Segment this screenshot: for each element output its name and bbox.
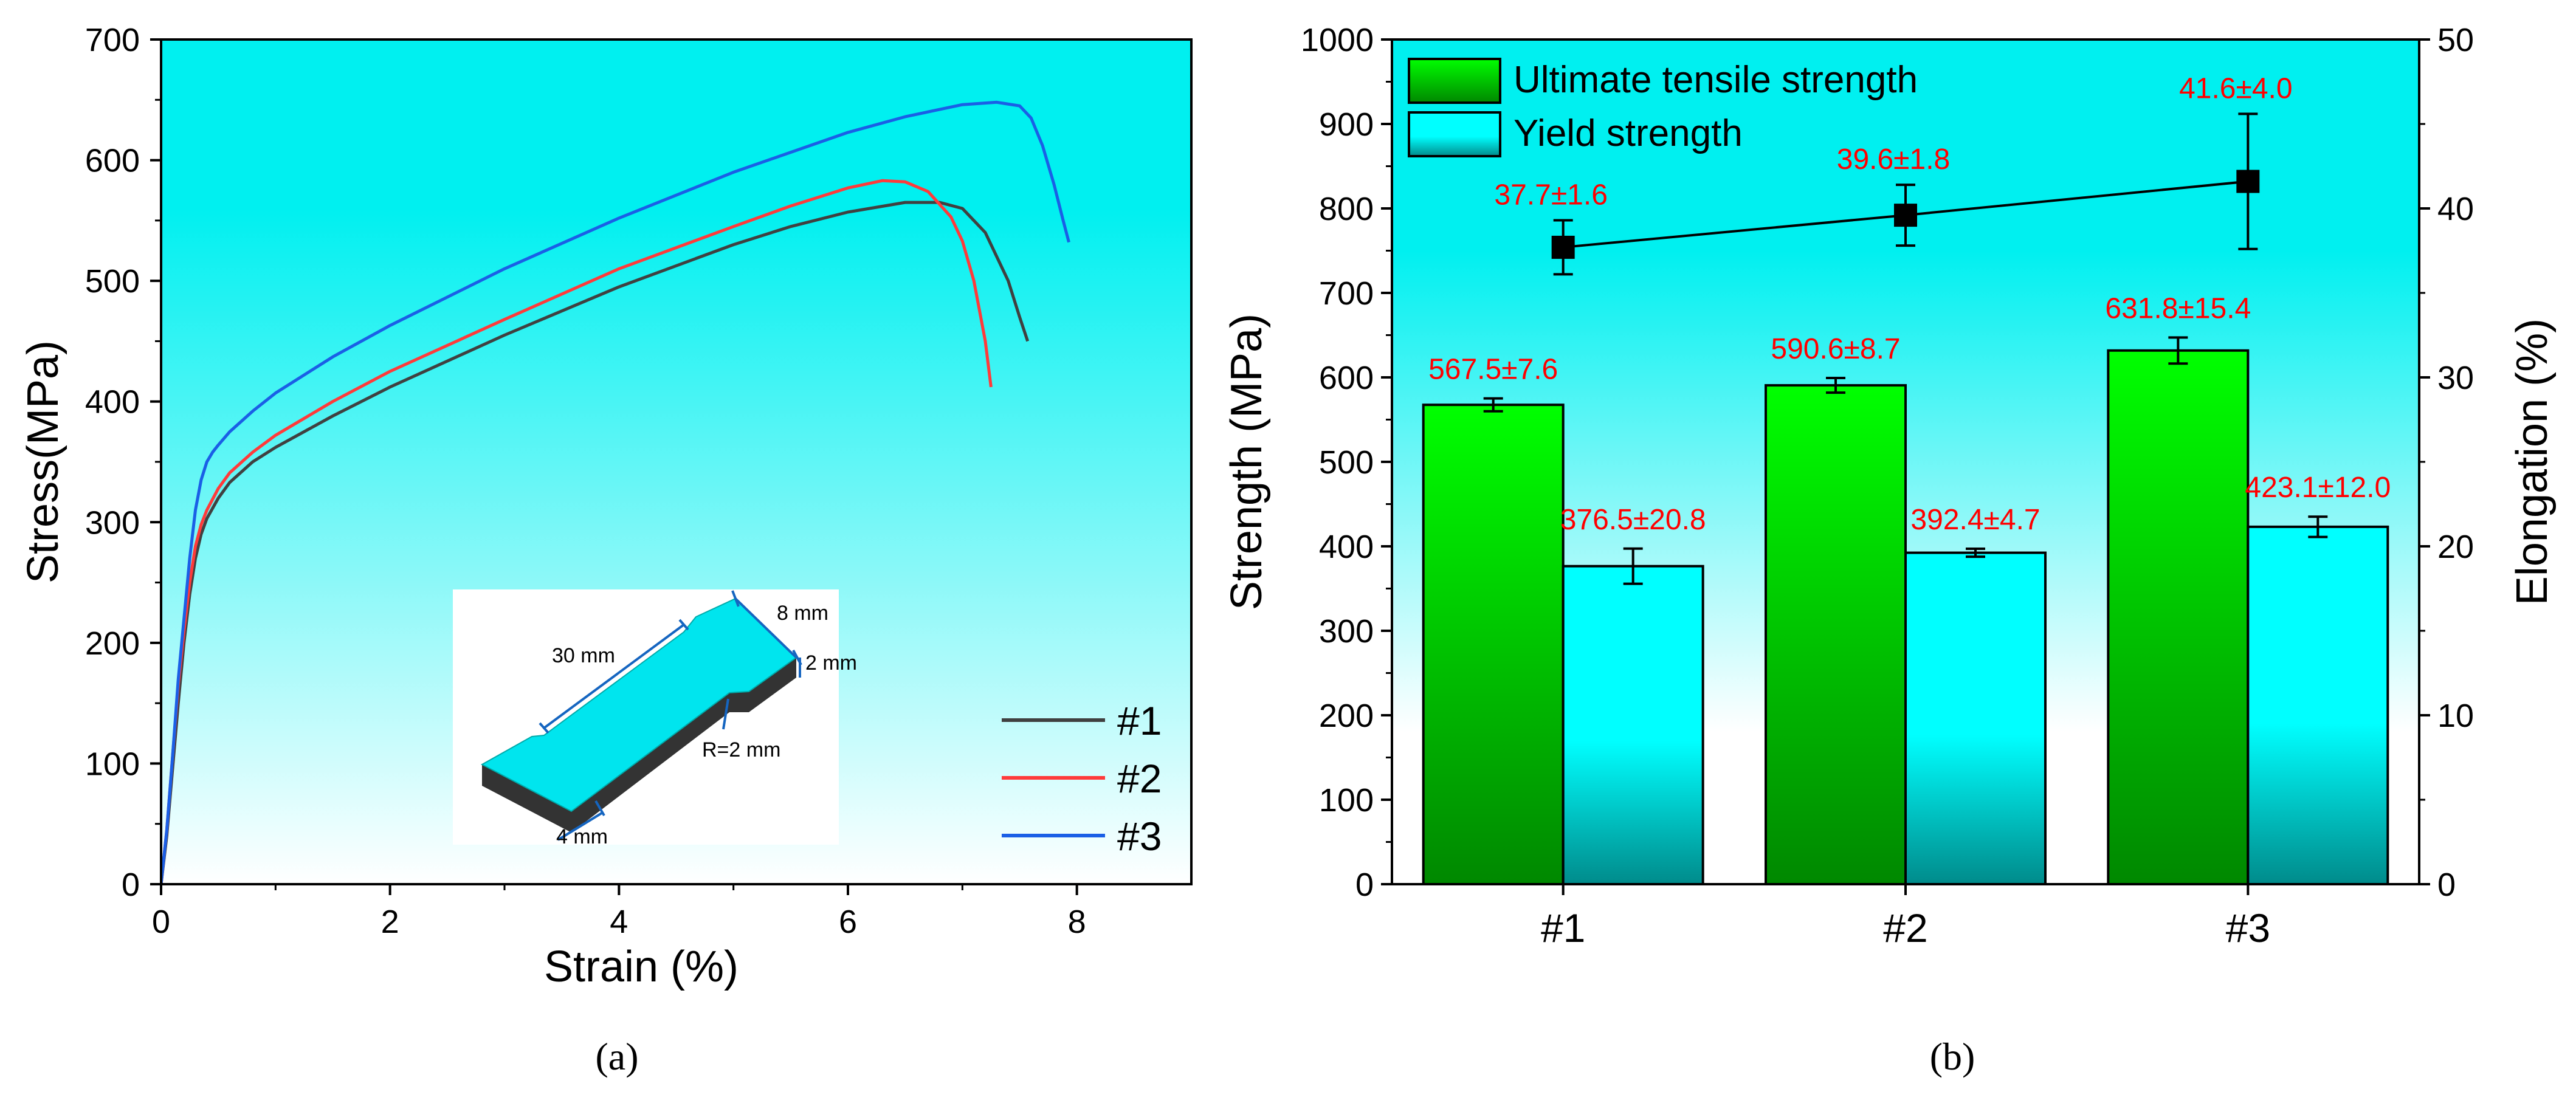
x-tick-label-a: 2 [381,904,399,940]
category-label-1: #1 [1541,905,1585,950]
legend-b-label-2: Yield strength [1514,112,1743,154]
y2-tick-label-b: 50 [2437,22,2474,58]
category-label-2: #2 [1883,905,1927,950]
panel-label-b: (b) [1930,1035,1975,1078]
elongation-value-label-2: 39.6±1.8 [1837,143,1951,176]
y-tick-label-a: 600 [85,143,140,179]
legend-a-label-3: #3 [1117,814,1162,859]
x-axis-label-a: Strain (%) [544,943,739,991]
y-axis-label-b: Strength (MPa) [1222,314,1271,610]
inset-label-shoulder: 4 mm [556,825,608,848]
category-label-3: #3 [2226,905,2270,950]
plot-b-frame [1391,38,2420,885]
y-tick-label-b: 800 [1319,191,1374,227]
elongation-point-3 [2236,170,2260,193]
y-tick-label-b: 700 [1319,275,1374,312]
y-tick-label-b: 1000 [1301,22,1374,58]
specimen-side-face-right [571,658,796,833]
ys-value-label-2: 392.4±4.7 [1910,504,2040,536]
y-tick-label-a: 100 [85,746,140,782]
y2-tick-label-b: 20 [2437,529,2474,565]
y-tick-label-a: 300 [85,504,140,541]
uts-bar-2 [1765,384,1907,885]
legend-b-swatch-1 [1408,58,1501,104]
inset-label-width: 8 mm [777,602,828,625]
legend-b-label-1: Ultimate tensile strength [1514,59,1918,101]
ys-value-label-3: 423.1±12.0 [2245,472,2391,504]
bar-value-labels: 567.5±7.6 590.6±8.7 631.8±15.4 376.5±20.8 39… [1428,72,2391,536]
y-axis-label-a: Stress(MPa) [19,340,67,583]
elongation-value-label-3: 41.6±4.0 [2179,72,2293,105]
inset-label-thickness: 2 mm [805,651,857,675]
strength-bars [1422,336,2389,885]
y-tick-label-a: 200 [85,625,140,662]
elongation-point-1 [1551,235,1575,259]
legend-a: #1 #2 #3 [1002,698,1162,859]
y2-tick-label-b: 30 [2437,360,2474,396]
inset-label-length: 30 mm [552,644,615,667]
x-tick-label-a: 0 [152,904,170,940]
y2-tick-label-b: 0 [2437,867,2456,903]
curve-series-3 [161,100,1070,884]
x-tick-label-a: 6 [839,904,857,940]
ys-bar-2 [1904,551,2047,885]
y-tick-label-b: 200 [1319,698,1374,734]
uts-bar-3 [2107,349,2250,885]
y2-tick-label-b: 40 [2437,191,2474,227]
x-tick-label-a: 8 [1068,904,1086,940]
y2-tick-label-b: 10 [2437,698,2474,734]
panel-label-a: (a) [595,1035,638,1078]
specimen-inset: 8 mm 30 mm 2 mm R=2 mm 4 mm [453,589,857,848]
y-tick-label-a: 700 [85,22,140,58]
legend-b-swatch-2 [1408,111,1501,157]
dimension-lines [539,590,802,841]
uts-bar-1 [1422,404,1565,885]
strength-bar-chart: 567.5±7.6 590.6±8.7 631.8±15.4 376.5±20.8 39… [1222,22,2557,1078]
axes-a: 0 2 4 6 8 0 100 200 300 400 500 600 700 [85,22,1086,940]
ys-bar-1 [1562,565,1704,885]
elongation-value-label-1: 37.7±1.6 [1494,179,1608,211]
elongation-series [1551,112,2260,276]
legend-a-label-2: #2 [1117,756,1162,801]
specimen-side-face [482,764,571,833]
ys-bar-3 [2247,525,2389,885]
elongation-point-2 [1894,204,1917,227]
x-tick-label-a: 4 [610,904,628,940]
uts-value-label-1: 567.5±7.6 [1428,354,1558,386]
y-tick-label-b: 500 [1319,444,1374,481]
y-tick-label-b: 400 [1319,529,1374,565]
curve-series-2 [161,179,993,884]
ys-value-label-1: 376.5±20.8 [1560,504,1706,536]
y2-axis-label-b: Elongation (%) [2508,318,2557,605]
y-tick-label-a: 400 [85,384,140,421]
uts-value-label-2: 590.6±8.7 [1771,333,1900,365]
legend-b: Ultimate tensile strength Yield strength [1408,58,1918,157]
plot-a-frame [160,38,1193,885]
y-tick-label-b: 100 [1319,782,1374,819]
y-tick-label-a: 500 [85,263,140,300]
stress-strain-curves [161,100,1070,884]
uts-value-label-3: 631.8±15.4 [2105,292,2251,325]
y-tick-label-a: 0 [122,867,140,903]
y-tick-label-b: 900 [1319,106,1374,143]
y-tick-label-b: 0 [1355,867,1374,903]
y-tick-label-b: 600 [1319,360,1374,396]
axes-b: 0 100 200 300 400 500 600 700 800 900 1000 0 10 20 30 4… [1301,22,2474,950]
stress-strain-chart: 8 mm 30 mm 2 mm R=2 mm 4 mm 0 2 4 6 8 0 100 200… [19,22,1193,1078]
inset-label-radius: R=2 mm [702,738,780,761]
y-tick-label-b: 300 [1319,613,1374,650]
legend-a-label-1: #1 [1117,698,1162,743]
